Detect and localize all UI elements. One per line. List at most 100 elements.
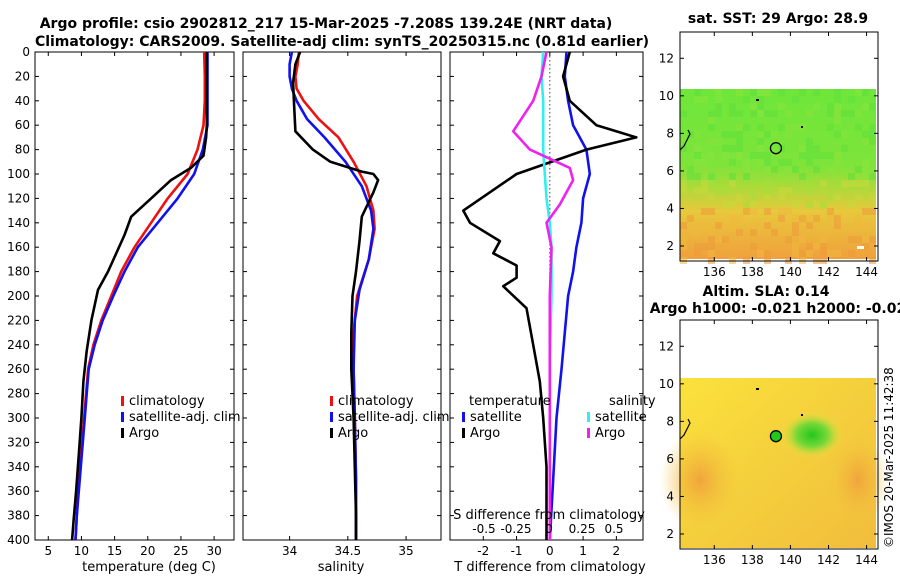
legend-label-argo: Argo (338, 426, 368, 441)
sst-pixel (694, 250, 701, 257)
sst-pixel (862, 173, 869, 180)
y-tick-label: 260 (7, 362, 30, 376)
sst-pixel (841, 180, 848, 187)
sst-pixel (855, 194, 862, 201)
map-y-tick-label: 12 (659, 51, 674, 65)
y-tick-label: 400 (7, 533, 30, 547)
sst-pixel (701, 222, 708, 229)
sst-pixel (736, 138, 743, 145)
map-x-tick-label: 136 (703, 265, 726, 279)
sla-high-anomaly (780, 411, 844, 459)
sst-pixel (792, 229, 799, 236)
sst-pixel (715, 138, 722, 145)
x-tick-label: 20 (140, 544, 155, 558)
sst-pixel (792, 243, 799, 250)
sst-missing-pixel (857, 246, 864, 249)
sst-pixel (680, 243, 687, 250)
sst-pixel (834, 117, 841, 124)
x-tick-label: 5 (44, 544, 52, 558)
sst-pixel (715, 187, 722, 194)
sst-pixel (708, 194, 715, 201)
sst-pixel (722, 152, 729, 159)
sst-pixel (827, 194, 834, 201)
plot-frame (242, 51, 442, 541)
sst-pixel (834, 215, 841, 222)
x-tick-label: 15 (107, 544, 122, 558)
sst-pixel (729, 159, 736, 166)
sst-pixel (757, 89, 764, 96)
sst-pixel (806, 173, 813, 180)
sst-pixel (701, 159, 708, 166)
sst-pixel (715, 173, 722, 180)
sst-pixel (792, 250, 799, 257)
sst-pixel (729, 215, 736, 222)
sst-pixel (722, 201, 729, 208)
legend-label-climatology: climatology (338, 394, 414, 409)
map-x-tick-label: 142 (817, 553, 840, 567)
sst-pixel (694, 187, 701, 194)
sst-pixel (708, 117, 715, 124)
temperature-legend: climatology satellite-adj. clim Argo (121, 394, 241, 441)
legend-swatch-s-argo (587, 428, 590, 438)
sst-pixel (750, 243, 757, 250)
y-tick-label: 140 (7, 216, 30, 230)
sst-pixel (834, 152, 841, 159)
sst-pixel (806, 222, 813, 229)
sst-pixel (694, 229, 701, 236)
x-tick-label: 34.5 (334, 544, 361, 558)
sst-pixel (855, 180, 862, 187)
sst-pixel (855, 222, 862, 229)
sst-pixel (694, 89, 701, 96)
map-x-tick-label: 140 (779, 265, 802, 279)
sst-pixel (750, 194, 757, 201)
sst-pixel (813, 243, 820, 250)
sst-pixel (764, 166, 771, 173)
sst-pixel (785, 131, 792, 138)
series-line-salinity-argo (511, 51, 575, 540)
sst-pixel (862, 103, 869, 110)
sst-pixel (848, 180, 855, 187)
sst-pixel (848, 110, 855, 117)
x-tick-label: 0 (546, 544, 554, 558)
sst-pixel (771, 131, 778, 138)
sst-pixel (792, 201, 799, 208)
sst-pixel (701, 96, 708, 103)
sst-pixel (708, 138, 715, 145)
sst-pixel (736, 152, 743, 159)
sst-pixel (778, 208, 785, 215)
sst-pixel (792, 96, 799, 103)
sst-pixel (715, 222, 722, 229)
sst-pixel (834, 103, 841, 110)
sst-pixel (855, 166, 862, 173)
sst-pixel (841, 110, 848, 117)
sst-pixel (778, 173, 785, 180)
sst-pixel (722, 222, 729, 229)
sst-pixel (764, 222, 771, 229)
sst-pixel (855, 215, 862, 222)
x-tick-label: 30 (206, 544, 221, 558)
s-tick-label: -0.25 (500, 522, 531, 536)
legend-swatch-satellite (121, 412, 124, 422)
legend-label-satellite: satellite-adj. clim (129, 410, 241, 425)
legend-label-s-satellite: satellite (595, 410, 647, 425)
legend-label-t-argo: Argo (470, 426, 500, 441)
legend-swatch-climatology (330, 396, 333, 406)
sst-pixel (806, 145, 813, 152)
sst-pixel (701, 208, 708, 215)
sst-pixel (694, 159, 701, 166)
sst-pixel (834, 250, 841, 257)
sst-pixel (694, 173, 701, 180)
sst-pixel (827, 124, 834, 131)
sst-pixel (715, 89, 722, 96)
sst-pixel (778, 215, 785, 222)
coastline (679, 418, 691, 440)
map-y-tick-label: 6 (666, 164, 674, 178)
map-x-tick-label: 144 (855, 553, 878, 567)
sst-pixel (764, 187, 771, 194)
sst-pixel (869, 236, 876, 243)
sst-pixel (799, 215, 806, 222)
sst-pixel (764, 152, 771, 159)
sst-pixel (708, 173, 715, 180)
legend-swatch-s-satellite (587, 412, 590, 422)
legend-swatch-argo (330, 428, 333, 438)
